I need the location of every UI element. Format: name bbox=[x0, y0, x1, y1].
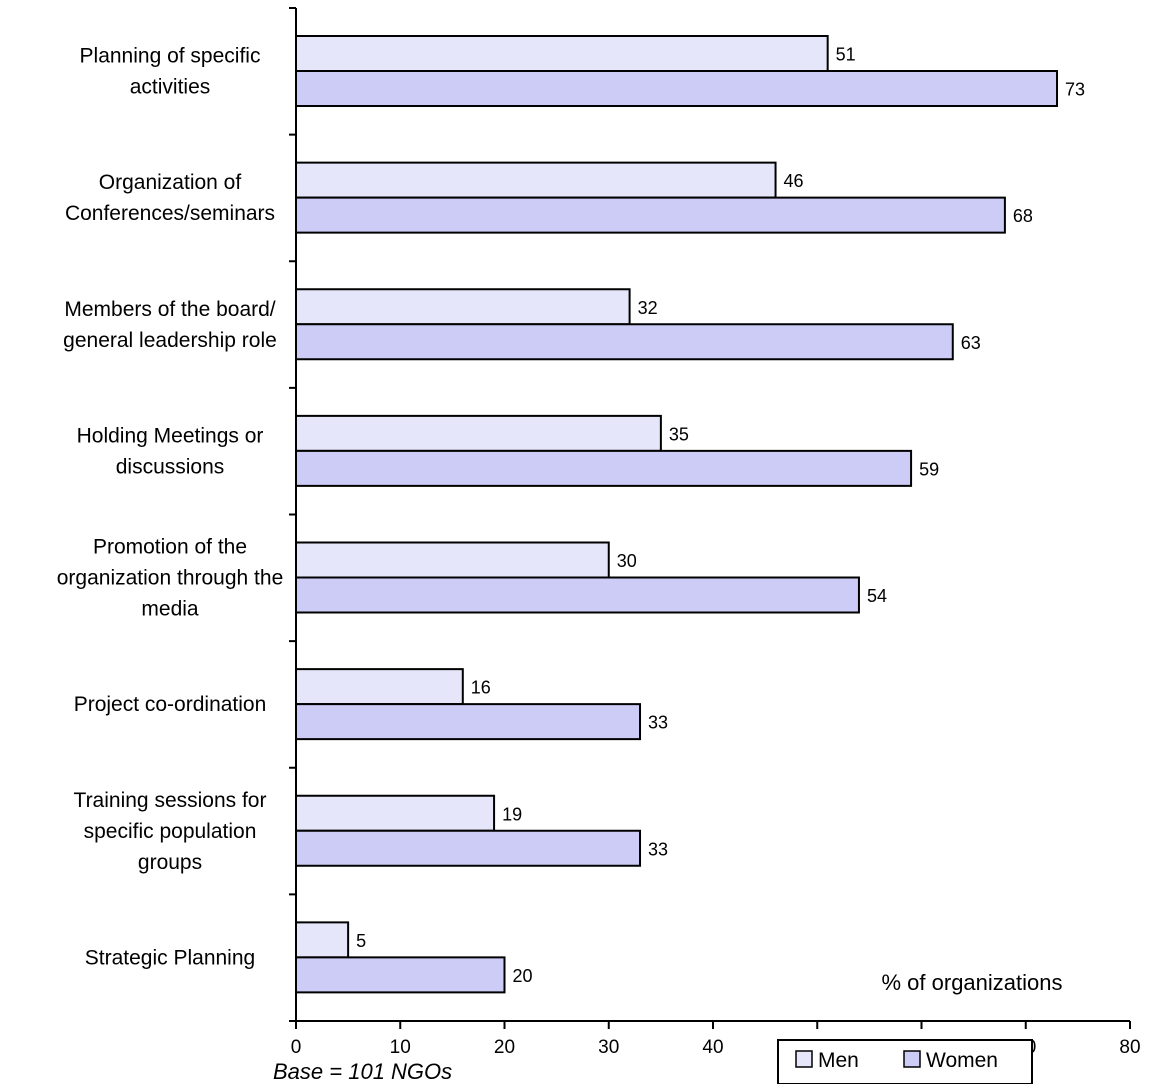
unit-label: % of organizations bbox=[882, 970, 1063, 995]
bar-men-1 bbox=[295, 161, 777, 199]
x-tick-label-3: 30 bbox=[598, 1037, 619, 1058]
value-label-men-6: 19 bbox=[502, 804, 522, 824]
bar-women-5 bbox=[295, 703, 642, 741]
value-label-men-7: 5 bbox=[356, 931, 366, 951]
value-labels: 51 73 46 68 32 63 35 59 30 54 16 33 19 33 5 20 bbox=[356, 45, 1085, 986]
value-label-women-2: 63 bbox=[961, 333, 981, 353]
bar-men-5 bbox=[295, 668, 464, 706]
value-label-men-0: 51 bbox=[836, 45, 856, 65]
legend-label-women: Women bbox=[926, 1049, 998, 1072]
value-label-women-3: 59 bbox=[919, 459, 939, 479]
bar-women-6 bbox=[295, 829, 642, 867]
bar-men-7 bbox=[295, 921, 350, 959]
legend-swatch-men bbox=[795, 1050, 813, 1068]
legend-label-men: Men bbox=[818, 1049, 859, 1072]
bar-men-3 bbox=[295, 414, 662, 452]
bar-women-2 bbox=[295, 323, 954, 361]
bars bbox=[295, 35, 1059, 994]
bar-men-4 bbox=[295, 541, 610, 579]
bar-women-0 bbox=[295, 70, 1059, 107]
value-label-men-3: 35 bbox=[669, 424, 689, 444]
bar-women-1 bbox=[295, 196, 1006, 234]
value-label-men-1: 46 bbox=[784, 171, 804, 191]
legend-swatch-women bbox=[903, 1050, 921, 1068]
value-label-men-5: 16 bbox=[471, 678, 491, 698]
x-tick-label-4: 40 bbox=[702, 1037, 723, 1058]
base-note: Base = 101 NGOs bbox=[273, 1059, 452, 1084]
bar-women-7 bbox=[295, 956, 506, 994]
category-label-3: Holding Meetings or discussions bbox=[77, 424, 264, 478]
bar-men-6 bbox=[295, 794, 496, 832]
bar-men-2 bbox=[295, 288, 631, 326]
value-label-women-0: 73 bbox=[1065, 80, 1085, 100]
x-tick-label-0: 0 bbox=[291, 1037, 302, 1058]
category-label-1: Organization of Conferences/seminars bbox=[65, 171, 275, 225]
category-label-0: Planning of specific activities bbox=[80, 45, 261, 99]
value-label-men-2: 32 bbox=[638, 298, 658, 318]
value-label-women-7: 20 bbox=[513, 966, 533, 986]
category-label-6: Training sessions for specific population… bbox=[74, 789, 267, 874]
x-tick-label-2: 20 bbox=[494, 1037, 515, 1058]
value-label-women-1: 68 bbox=[1013, 206, 1033, 226]
bar-women-3 bbox=[295, 449, 913, 487]
x-tick-label-1: 10 bbox=[390, 1037, 411, 1058]
legend: Men Women bbox=[777, 1039, 1033, 1084]
value-label-women-6: 33 bbox=[648, 839, 668, 859]
value-label-women-4: 54 bbox=[867, 586, 887, 606]
category-label-7: Strategic Planning bbox=[85, 946, 255, 969]
x-tick-label-8: 80 bbox=[1119, 1037, 1140, 1058]
category-label-2: Members of the board/general leadership … bbox=[63, 298, 277, 352]
value-label-men-4: 30 bbox=[617, 551, 637, 571]
category-label-5: Project co-ordination bbox=[74, 693, 267, 716]
category-label-4: Promotion of the organization through the… bbox=[57, 536, 284, 621]
bar-men-0 bbox=[295, 35, 829, 72]
value-label-women-5: 33 bbox=[648, 713, 668, 733]
category-labels: Planning of specific activities Organizati… bbox=[57, 45, 284, 970]
bar-women-4 bbox=[295, 576, 860, 614]
